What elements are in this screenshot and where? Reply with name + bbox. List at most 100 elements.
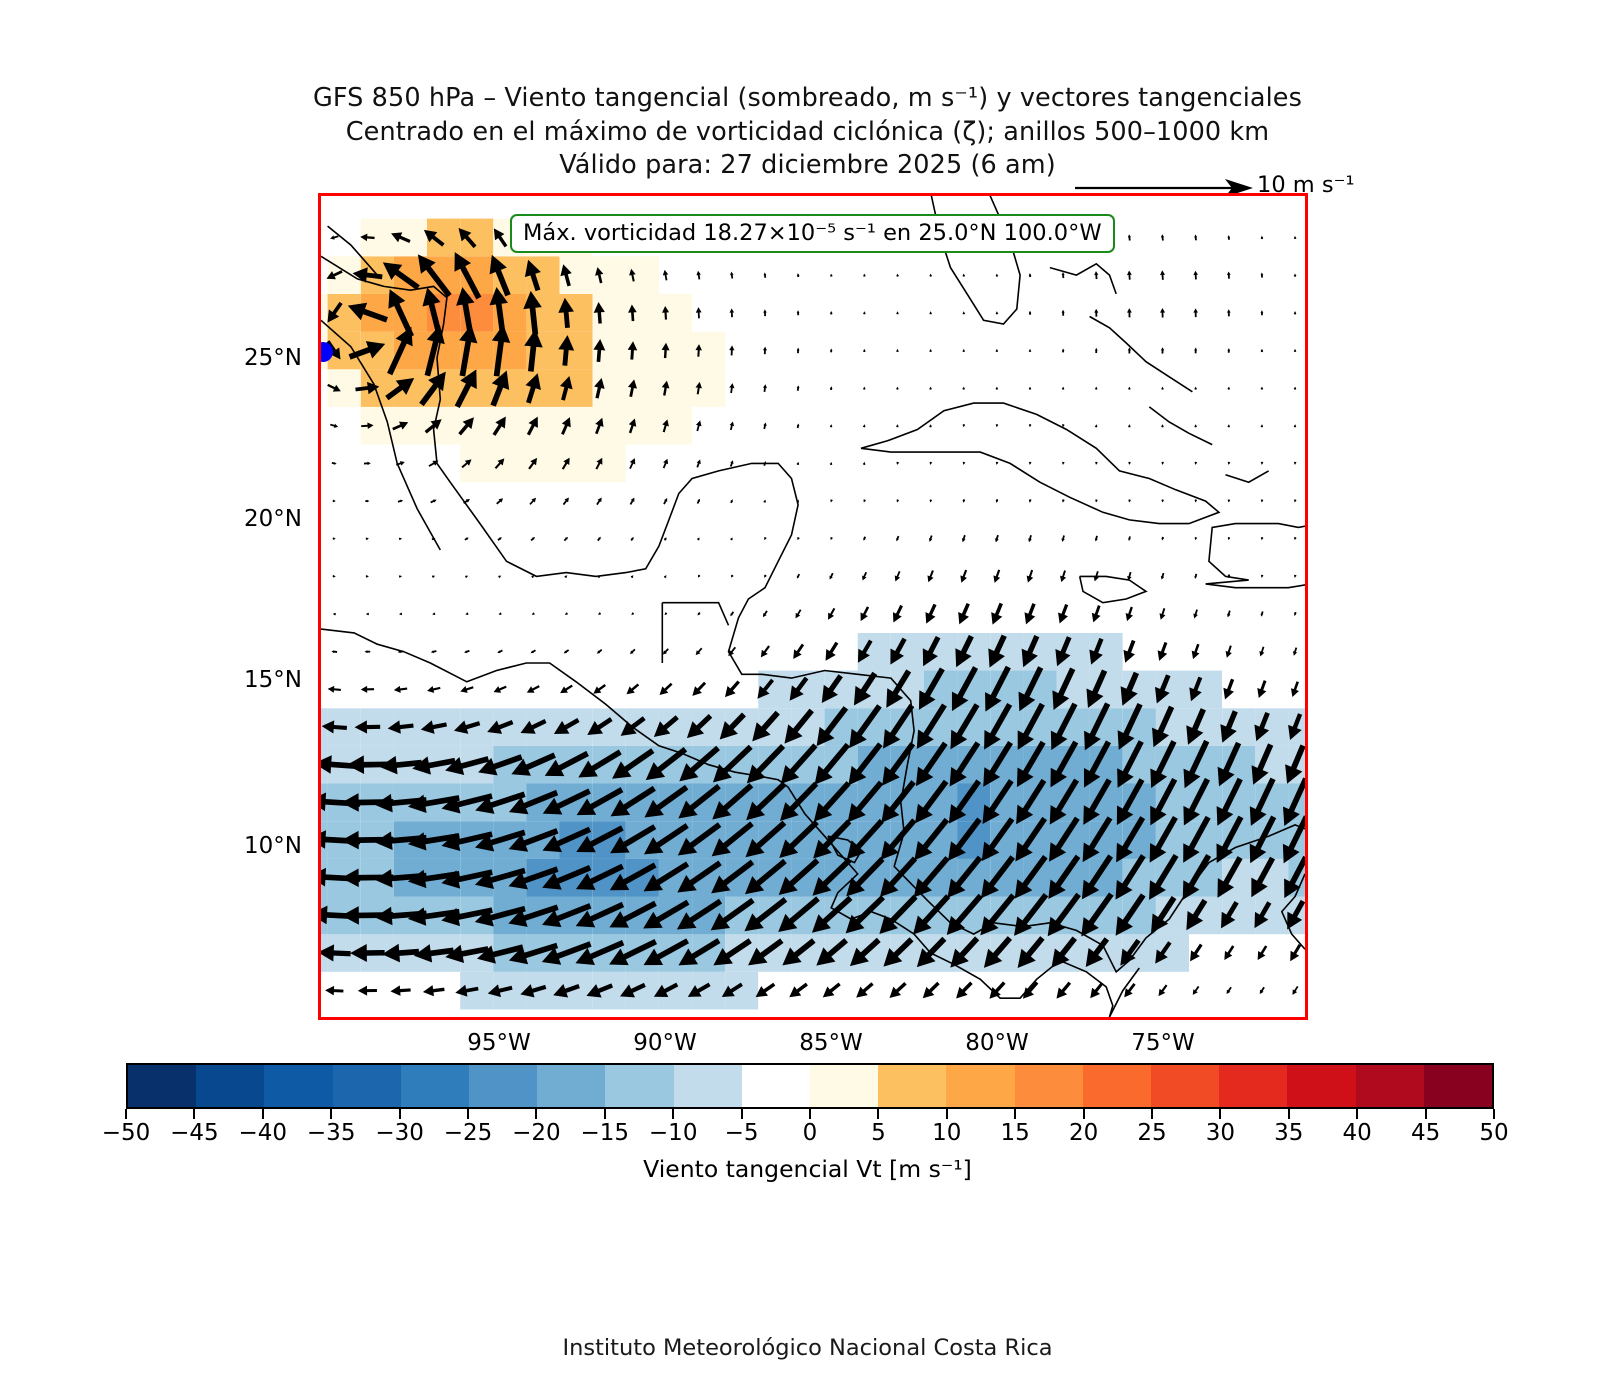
wind-vector [663,537,667,541]
wind-vector [498,575,502,579]
wind-vector [357,985,377,996]
wind-vector [862,461,866,466]
wind-vector [531,612,535,615]
x-tick-90W: 90°W [633,1030,697,1056]
wind-vector [508,828,559,852]
wind-vector [1018,666,1044,712]
wind-vector [1292,647,1298,656]
wind-vector [544,750,589,777]
wind-vector [530,536,535,542]
wind-vector [950,703,980,750]
wind-vector [661,380,670,396]
chart-title-block: GFS 850 hPa – Viento tangencial (sombrea… [0,82,1615,183]
wind-vector [1293,499,1297,503]
wind-vector [489,254,511,297]
wind-vector [846,857,885,897]
wind-vector [365,537,369,541]
wind-vector [475,791,526,814]
shading-cell [321,670,328,709]
wind-vector [695,307,702,319]
wind-vector [962,461,966,465]
wind-vector [1260,537,1264,541]
wind-vector [365,575,369,578]
vorticity-max-text: Máx. vorticidad 18.27×10⁻⁵ s⁻¹ en 25.0°N… [523,220,1102,246]
colorbar-segment-12 [946,1065,1015,1107]
colorbar-segment-5 [469,1065,538,1107]
colorbar-tick-20 [1493,1109,1495,1119]
wind-vector [1260,424,1264,428]
wind-vector [729,345,735,356]
wind-vector [413,944,454,963]
colorbar-tick-7 [603,1109,606,1119]
coastline [1280,873,1305,950]
wind-vector [1124,983,1136,998]
wind-vector [779,819,819,858]
wind-vector [849,937,881,967]
wind-vector [863,536,866,541]
colorbar-tick-label-16: 30 [1205,1120,1236,1146]
footer-credit: Instituto Meteorológico Nacional Costa R… [562,1335,1053,1361]
wind-vector [1288,713,1303,741]
wind-vector [643,861,690,892]
wind-vector [1128,461,1131,465]
wind-vector [1260,611,1264,617]
coastline [1108,967,1140,1017]
colorbar-tick-label-5: −25 [443,1120,493,1146]
wind-vector [1161,499,1165,503]
wind-vector [929,386,932,390]
wind-vector [863,273,866,277]
wind-vector [595,267,604,284]
wind-vector [564,612,568,615]
map-plot-area[interactable] [318,193,1308,1020]
wind-vector [493,228,508,248]
wind-vector [825,641,839,661]
shading-cell [658,293,692,332]
wind-vector [929,461,933,465]
wind-vector [561,417,571,435]
wind-vector [729,308,735,318]
wind-vector [1082,816,1113,863]
wind-vector [1116,778,1145,826]
colorbar-tick-13 [1014,1109,1017,1119]
wind-vector [828,607,836,620]
wind-vector [1293,611,1297,617]
wind-vector [662,648,669,655]
colorbar[interactable] [126,1063,1494,1109]
wind-vector [1158,984,1168,997]
wind-vector [321,830,361,849]
shading-cell [692,331,726,370]
wind-vector [663,498,668,505]
wind-vector [918,667,945,710]
wind-vector [757,678,775,699]
wind-vector [829,386,833,391]
colorbar-segment-3 [332,1065,401,1107]
wind-vector [882,741,916,786]
wind-vector [1260,386,1264,390]
wind-vector [423,229,445,247]
wind-vector [597,536,601,542]
wind-vector [508,789,559,815]
colorbar-tick-label-19: 45 [1410,1120,1441,1146]
shading-cell [1288,670,1305,709]
wind-vector [752,710,780,742]
x-tick-85W: 85°W [799,1030,863,1056]
wind-vector [763,384,767,392]
wind-vector [784,708,814,744]
wind-vector [814,742,851,785]
wind-vector [1227,386,1231,390]
wind-vector [1290,943,1302,962]
wind-vector [1220,901,1239,929]
colorbar-segment-17 [1287,1065,1356,1107]
wind-vector [1128,499,1131,503]
wind-vector [387,326,413,376]
wind-vector [597,575,601,579]
wind-vector [1293,348,1297,352]
wind-vector [1050,740,1079,788]
wind-vector [1014,854,1048,899]
wind-vector [630,536,634,542]
wind-vector [1094,386,1098,390]
colorbar-segment-14 [1082,1065,1152,1107]
wind-vector [896,535,900,542]
wind-vector [331,650,338,654]
wind-vector [1290,681,1299,698]
